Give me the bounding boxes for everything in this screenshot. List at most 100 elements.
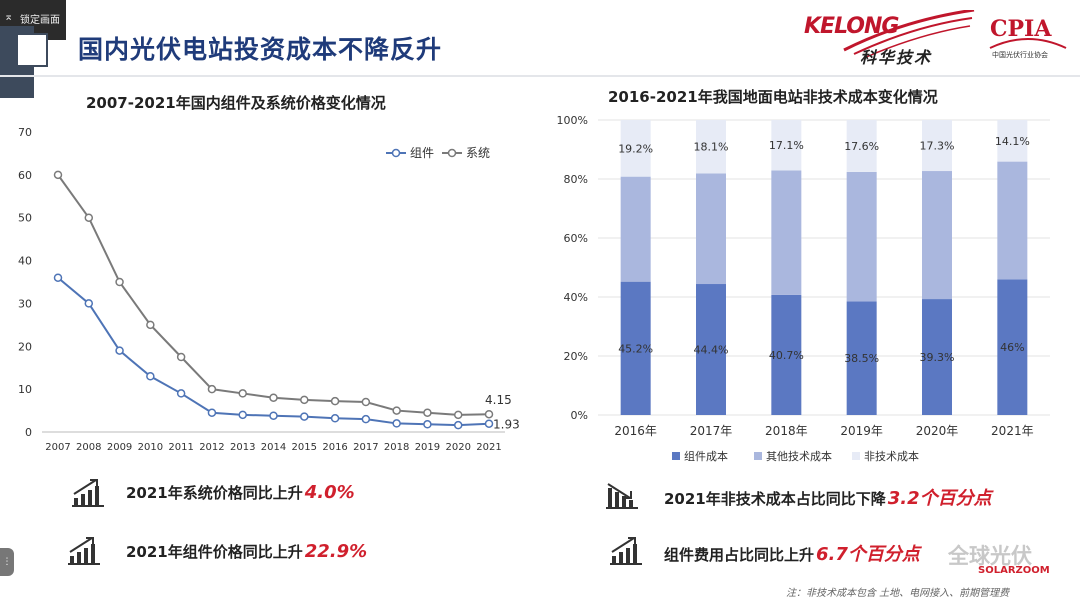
data-point xyxy=(392,406,401,415)
x-tick-label: 2021 xyxy=(476,442,501,453)
data-label: 17.6% xyxy=(844,140,879,153)
x-tick-label: 2015 xyxy=(292,442,317,453)
data-point xyxy=(453,410,463,420)
data-label: 19.2% xyxy=(618,142,653,155)
side-menu-handle[interactable]: ⋮ xyxy=(0,548,14,576)
x-tick-label: 2021年 xyxy=(991,424,1034,438)
data-point xyxy=(53,273,63,282)
data-point xyxy=(207,408,217,417)
x-tick-label: 2013 xyxy=(230,442,255,453)
data-label: 46% xyxy=(1000,341,1024,354)
data-label: 44.4% xyxy=(694,344,729,357)
kelong-logo: KELONG 科华技术 xyxy=(804,10,976,67)
bar-segment-module xyxy=(997,279,1028,415)
legend-label: 其他技术成本 xyxy=(766,449,832,463)
y-tick-label: 60 xyxy=(18,169,32,182)
growth-bar-icon xyxy=(610,537,642,565)
bar-segment-module xyxy=(771,294,802,415)
bar-segment-non-tech xyxy=(696,120,726,174)
y-tick-label: 30 xyxy=(18,297,32,310)
data-point xyxy=(238,389,247,398)
bar-segment-other-tech xyxy=(696,173,726,285)
module-price-stat-text: 2021年组件价格同比上升 xyxy=(126,543,303,561)
module-share-stat-text: 组件费用占比同比上升 xyxy=(664,546,815,564)
y-tick-label: 60% xyxy=(564,232,588,245)
price-line-chart: 0 10 20 30 40 50 60 70 2007 2008 2009 2010 2011 2012 2… xyxy=(18,126,520,453)
cpia-wordmark: CPIA xyxy=(990,16,1052,42)
line-chart-title: 2007-2021年国内组件及系统价格变化情况 xyxy=(86,94,386,112)
bar-segment-other-tech xyxy=(846,171,877,302)
x-tick-label: 2012 xyxy=(199,442,224,453)
data-point xyxy=(423,420,432,429)
cpia-arc xyxy=(989,38,1067,49)
legend-label: 非技术成本 xyxy=(864,449,919,463)
data-point xyxy=(300,412,309,421)
header-divider xyxy=(0,75,1080,77)
x-tick-label: 2009 xyxy=(107,442,132,453)
bar-chart-title: 2016-2021年我国地面电站非技术成本变化情况 xyxy=(608,88,938,106)
x-tick-label: 2017 xyxy=(353,442,378,453)
data-point xyxy=(361,414,371,424)
legend-label: 系统 xyxy=(466,146,490,160)
lock-screen-label: 锁定画面 xyxy=(20,15,60,26)
x-tick-label: 2017年 xyxy=(690,424,733,438)
x-tick-label: 2011 xyxy=(168,442,193,453)
watermark-name: 全球光伏 xyxy=(948,544,1032,568)
x-tick-label: 2016年 xyxy=(614,424,657,438)
module-price-stat: 2021年组件价格同比上升 22.9% xyxy=(126,541,367,562)
data-label: 40.7% xyxy=(769,349,804,362)
data-label: 17.3% xyxy=(920,140,955,153)
non-tech-cost-stat-value: 3.2个百分点 xyxy=(887,488,992,509)
y-tick-label: 50 xyxy=(18,212,32,225)
decline-bar-icon xyxy=(606,483,638,509)
data-point xyxy=(300,395,309,405)
y-tick-label: 10 xyxy=(18,383,32,396)
data-label: 17.1% xyxy=(769,139,804,152)
x-tick-label: 2019 xyxy=(415,442,440,453)
data-label: 39.3% xyxy=(920,351,955,364)
data-point xyxy=(423,408,432,417)
legend-label: 组件 xyxy=(410,146,434,160)
footnote: 注：非技术成本包含 土地、电网接入、前期管理费 xyxy=(786,588,1010,599)
y-tick-label: 0 xyxy=(25,426,32,439)
x-tick-label: 2020 xyxy=(445,442,470,453)
x-tick-label: 2018年 xyxy=(765,424,808,438)
bar-segment-non-tech xyxy=(620,120,651,177)
bar-segment-other-tech xyxy=(620,176,651,282)
x-tick-label: 2008 xyxy=(76,442,101,453)
legend-label: 组件成本 xyxy=(684,449,728,463)
data-point xyxy=(176,352,186,362)
data-point xyxy=(269,393,278,402)
x-tick-label: 2020年 xyxy=(916,424,959,438)
bar-segment-other-tech xyxy=(922,171,952,300)
bar-segment-module xyxy=(922,299,952,415)
data-point xyxy=(53,170,63,180)
x-tick-label: 2016 xyxy=(322,442,347,453)
legend-marker xyxy=(447,148,457,158)
bar-segment-module xyxy=(620,281,651,415)
data-point xyxy=(176,389,186,398)
data-point xyxy=(84,213,94,222)
x-tick-label: 2010 xyxy=(138,442,163,453)
page-title: 国内光伏电站投资成本不降反升 xyxy=(78,35,443,64)
bar-segment-module xyxy=(696,284,726,415)
data-point xyxy=(207,384,217,394)
module-share-stat-value: 6.7个百分点 xyxy=(816,544,920,565)
data-point xyxy=(146,372,155,381)
data-label: 38.5% xyxy=(844,352,879,365)
bar-segment-non-tech xyxy=(846,120,877,172)
legend-swatch xyxy=(672,452,680,460)
data-label: 1.93 xyxy=(493,418,520,432)
system-price-stat-value: 4.0% xyxy=(304,482,355,503)
kelong-swoosh xyxy=(843,10,975,59)
data-point xyxy=(146,320,155,330)
module-price-stat-value: 22.9% xyxy=(304,541,368,562)
data-point xyxy=(115,346,124,355)
non-tech-cost-stat: 2021年非技术成本占比同比下降 3.2个百分点 xyxy=(664,484,992,510)
growth-bar-icon xyxy=(72,479,104,507)
growth-bar-icon xyxy=(68,537,100,565)
data-label: 14.1% xyxy=(995,135,1030,148)
data-label: 45.2% xyxy=(618,342,653,355)
y-tick-label: 20% xyxy=(564,350,588,363)
kelong-chinese-name: 科华技术 xyxy=(860,48,933,67)
